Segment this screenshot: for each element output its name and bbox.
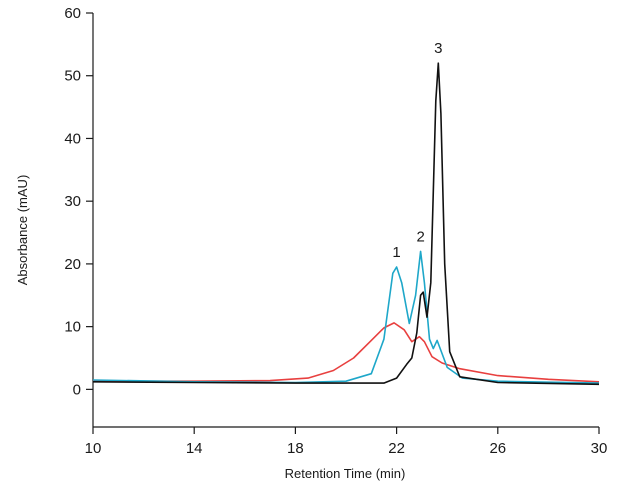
x-axis-title: Retention Time (min)	[285, 466, 406, 481]
peak-label: 2	[416, 228, 424, 245]
x-tick-label: 26	[489, 440, 506, 457]
y-tick-label: 0	[73, 381, 81, 398]
x-tick-label: 18	[287, 440, 304, 457]
y-tick-label: 50	[64, 68, 81, 85]
series-line-2	[92, 250, 600, 384]
y-tick-label: 40	[64, 130, 81, 147]
series-line-3	[92, 62, 600, 386]
x-axis: 10 14 18 22 26 30	[85, 427, 608, 457]
series-line-1	[93, 322, 600, 383]
x-tick-label: 10	[85, 440, 102, 457]
peak-label: 3	[434, 40, 442, 57]
y-tick-label: 20	[64, 256, 81, 273]
y-axis: 0 10 20 30 40 50 60	[64, 5, 93, 398]
peak-annotations: 12 3	[392, 40, 442, 261]
y-tick-label: 60	[64, 5, 81, 22]
x-tick-label: 14	[186, 440, 203, 457]
y-tick-label: 10	[64, 319, 81, 336]
series-layer	[92, 62, 600, 386]
peak-label: 1	[392, 244, 400, 261]
y-axis-title: Absorbance (mAU)	[15, 175, 30, 286]
x-tick-label: 30	[591, 440, 608, 457]
x-tick-label: 22	[388, 440, 405, 457]
y-tick-label: 30	[64, 193, 81, 210]
